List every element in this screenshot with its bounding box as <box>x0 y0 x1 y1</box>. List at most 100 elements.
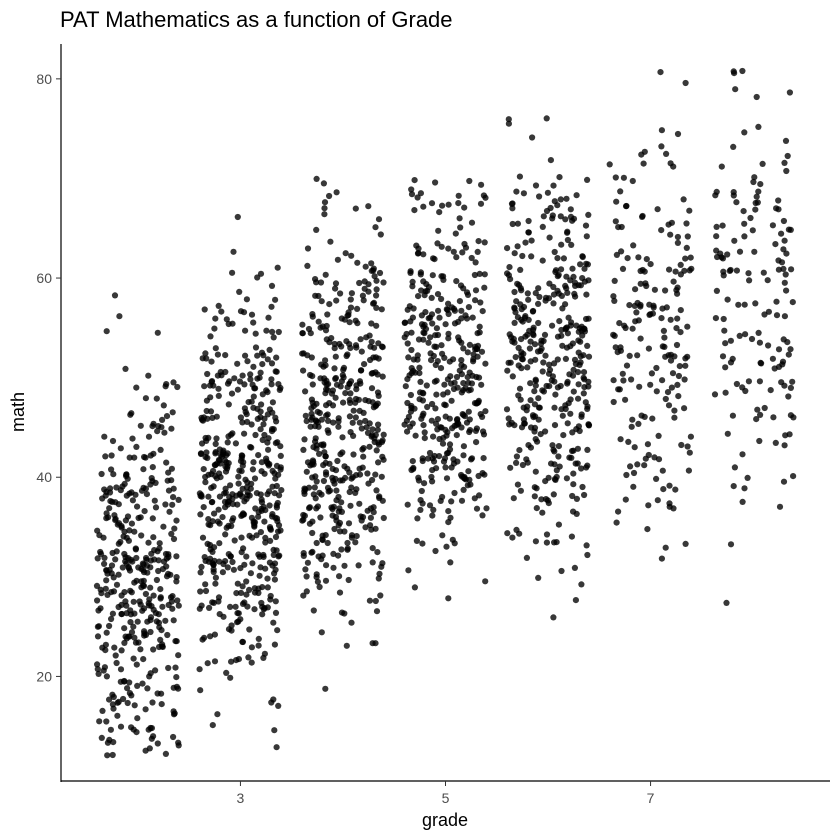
data-point <box>780 246 787 253</box>
data-point <box>760 269 767 276</box>
data-point <box>133 554 140 562</box>
data-point <box>257 369 264 376</box>
data-point <box>147 628 154 636</box>
data-point <box>757 411 764 418</box>
data-point <box>723 599 730 607</box>
data-point <box>268 381 275 388</box>
data-point <box>245 654 252 661</box>
data-point <box>724 430 731 437</box>
data-point <box>781 313 789 320</box>
data-point <box>142 485 149 492</box>
data-point <box>514 243 521 250</box>
data-point <box>275 528 282 535</box>
data-point <box>516 447 523 454</box>
data-point <box>511 304 518 311</box>
data-point <box>461 473 468 481</box>
data-point <box>152 610 159 617</box>
data-point <box>250 393 257 400</box>
data-point <box>524 364 531 371</box>
data-point <box>659 377 666 384</box>
data-point <box>353 344 360 351</box>
data-point <box>579 253 586 261</box>
data-point <box>713 188 720 195</box>
y-tick-label: 40 <box>36 469 52 485</box>
data-point <box>110 739 117 746</box>
data-point <box>315 423 322 430</box>
data-point <box>419 397 426 404</box>
data-point <box>244 418 251 425</box>
data-point <box>331 525 338 533</box>
data-point <box>562 325 570 332</box>
data-point <box>453 373 461 381</box>
data-point <box>367 343 374 350</box>
data-point <box>106 622 113 630</box>
data-point <box>354 305 361 312</box>
data-point <box>246 626 253 633</box>
data-point <box>722 389 729 396</box>
data-point <box>622 496 629 503</box>
data-point <box>121 550 128 558</box>
data-point <box>433 465 440 472</box>
data-point <box>369 426 376 433</box>
data-point <box>366 443 373 450</box>
data-point <box>330 503 337 510</box>
data-point <box>415 336 423 343</box>
data-point <box>562 216 569 223</box>
data-point <box>268 360 276 367</box>
data-point <box>142 706 149 713</box>
data-point <box>638 412 645 419</box>
y-axis-title: math <box>8 392 28 432</box>
data-point <box>439 493 446 501</box>
data-point <box>159 603 166 610</box>
data-point <box>443 543 450 550</box>
data-point <box>94 666 101 673</box>
data-point <box>132 491 139 498</box>
data-point <box>170 535 178 543</box>
data-point <box>213 435 220 442</box>
data-point <box>107 726 114 733</box>
data-point <box>324 484 332 491</box>
data-point <box>516 173 524 180</box>
data-point <box>419 540 426 547</box>
data-point <box>132 546 139 553</box>
data-point <box>234 501 241 508</box>
data-point <box>272 414 279 421</box>
data-point <box>117 538 124 546</box>
data-point <box>310 491 317 498</box>
data-point <box>456 298 463 305</box>
data-point <box>334 256 341 263</box>
data-point <box>673 341 681 349</box>
data-point <box>104 570 111 577</box>
data-point <box>148 475 155 482</box>
data-point <box>532 377 539 384</box>
data-point <box>272 609 280 617</box>
data-point <box>274 264 281 271</box>
data-point <box>741 220 748 227</box>
data-point <box>556 174 563 181</box>
data-point <box>740 208 747 215</box>
data-point <box>338 378 345 385</box>
data-point <box>788 266 795 273</box>
data-point <box>531 493 538 500</box>
data-point <box>154 690 161 697</box>
data-point <box>731 237 738 244</box>
data-point <box>458 315 465 322</box>
data-point <box>347 429 354 436</box>
data-point <box>130 655 137 662</box>
data-point <box>376 269 384 277</box>
data-point <box>324 539 331 547</box>
data-point <box>773 312 781 319</box>
data-point <box>140 577 147 584</box>
data-point <box>118 647 125 654</box>
data-point <box>255 452 262 459</box>
data-point <box>272 296 279 303</box>
data-point <box>521 420 528 427</box>
data-point <box>613 251 621 258</box>
data-point <box>117 723 125 730</box>
data-point <box>450 456 457 463</box>
data-point <box>221 457 228 464</box>
data-point <box>423 281 430 288</box>
data-point <box>248 311 256 318</box>
data-point <box>543 539 551 546</box>
data-point <box>365 203 372 210</box>
